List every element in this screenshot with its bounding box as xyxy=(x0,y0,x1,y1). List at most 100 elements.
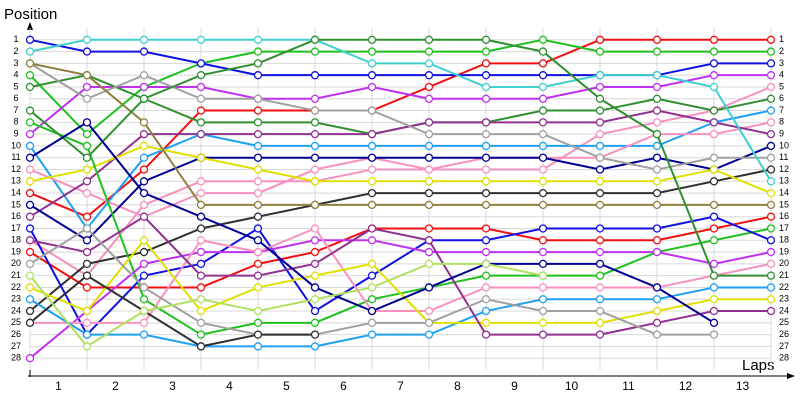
point xyxy=(82,271,92,280)
point xyxy=(709,71,719,80)
point xyxy=(253,247,263,257)
series-line xyxy=(29,62,771,171)
point xyxy=(766,271,776,280)
y2-tick-label: 28 xyxy=(779,353,789,363)
point xyxy=(766,82,776,92)
point xyxy=(310,71,320,80)
point xyxy=(253,236,263,245)
point xyxy=(538,106,548,115)
point xyxy=(139,271,149,280)
point xyxy=(766,165,776,174)
y2-tick-label: 9 xyxy=(779,129,784,139)
point xyxy=(310,330,320,339)
point xyxy=(196,94,206,103)
point xyxy=(196,259,206,269)
point xyxy=(25,271,35,280)
point xyxy=(709,59,719,68)
point xyxy=(766,212,776,221)
series-line xyxy=(29,215,772,337)
point xyxy=(82,224,92,233)
point xyxy=(481,247,491,257)
point xyxy=(310,47,320,56)
point xyxy=(367,224,377,233)
point xyxy=(481,236,491,245)
point xyxy=(424,177,434,186)
series-line xyxy=(29,38,771,136)
point xyxy=(481,318,491,327)
point xyxy=(424,165,434,174)
series-line xyxy=(29,215,772,289)
point xyxy=(82,306,92,316)
point xyxy=(139,177,149,186)
point xyxy=(25,106,35,115)
y-tick-label: 1 xyxy=(13,34,18,44)
y2-tick-label: 24 xyxy=(779,305,789,315)
y-tick-label: 20 xyxy=(11,258,21,268)
point xyxy=(766,118,776,127)
point xyxy=(709,318,719,327)
point xyxy=(139,47,149,56)
point xyxy=(538,165,548,174)
point xyxy=(652,153,662,162)
point xyxy=(424,129,434,139)
point xyxy=(481,153,491,162)
point xyxy=(538,259,548,269)
point xyxy=(538,129,548,139)
y2-tick-label: 13 xyxy=(779,176,789,186)
point xyxy=(709,118,719,127)
y-tick-label: 27 xyxy=(11,341,21,351)
point xyxy=(139,141,149,151)
point xyxy=(82,342,92,351)
y-tick-label: 16 xyxy=(11,211,21,221)
point xyxy=(82,129,92,139)
point xyxy=(481,224,491,233)
point xyxy=(82,236,92,245)
point xyxy=(196,330,206,339)
point xyxy=(25,35,35,44)
point xyxy=(196,129,206,139)
series-line xyxy=(29,145,772,242)
point xyxy=(652,200,662,210)
point xyxy=(367,35,377,44)
y2-tick-label: 5 xyxy=(779,81,784,91)
point xyxy=(709,177,719,186)
point xyxy=(652,35,662,44)
point xyxy=(253,35,263,44)
point xyxy=(481,94,491,103)
point xyxy=(25,129,35,139)
point xyxy=(766,236,776,245)
y-tick-label: 28 xyxy=(11,353,21,363)
point xyxy=(766,295,776,304)
point xyxy=(82,47,92,56)
y-tick-label: 24 xyxy=(11,305,21,315)
point xyxy=(595,259,605,269)
x-tick-label: 1 xyxy=(55,379,62,393)
y2-tick-label: 19 xyxy=(779,246,789,256)
point xyxy=(82,82,92,92)
point xyxy=(652,188,662,198)
point xyxy=(139,71,149,80)
point xyxy=(82,259,92,269)
point xyxy=(481,118,491,127)
series-line xyxy=(29,239,772,359)
point xyxy=(25,224,35,233)
point xyxy=(25,82,35,92)
point xyxy=(595,177,605,186)
y-tick-label: 9 xyxy=(13,129,18,139)
point xyxy=(424,283,434,292)
point xyxy=(82,188,92,198)
point xyxy=(538,306,548,316)
point xyxy=(196,306,206,316)
point xyxy=(253,306,263,316)
point xyxy=(766,141,776,151)
point xyxy=(196,59,206,68)
point xyxy=(595,271,605,280)
point xyxy=(538,330,548,339)
y2-tick-label: 3 xyxy=(779,58,784,68)
point xyxy=(25,306,35,316)
point xyxy=(25,236,35,245)
point xyxy=(709,259,719,269)
y2-tick-label: 17 xyxy=(779,223,789,233)
point xyxy=(367,106,377,115)
point xyxy=(652,330,662,339)
